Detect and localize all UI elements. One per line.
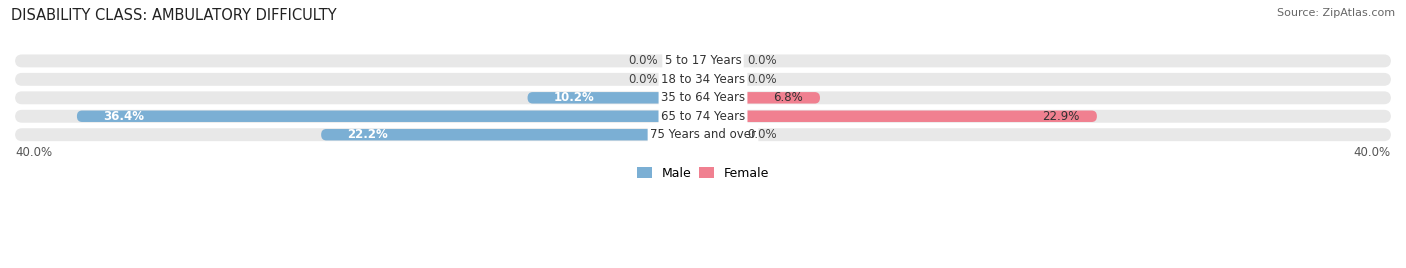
FancyBboxPatch shape	[15, 110, 1391, 123]
Text: 35 to 64 Years: 35 to 64 Years	[661, 91, 745, 104]
Text: 0.0%: 0.0%	[628, 54, 658, 68]
Text: 0.0%: 0.0%	[628, 73, 658, 86]
FancyBboxPatch shape	[77, 110, 703, 122]
Text: 6.8%: 6.8%	[773, 91, 803, 104]
FancyBboxPatch shape	[703, 110, 1097, 122]
Text: Source: ZipAtlas.com: Source: ZipAtlas.com	[1277, 8, 1395, 18]
FancyBboxPatch shape	[672, 55, 703, 67]
Legend: Male, Female: Male, Female	[637, 167, 769, 180]
Text: 65 to 74 Years: 65 to 74 Years	[661, 110, 745, 123]
FancyBboxPatch shape	[703, 129, 734, 140]
FancyBboxPatch shape	[527, 92, 703, 103]
Text: 5 to 17 Years: 5 to 17 Years	[665, 54, 741, 68]
Text: 75 Years and over: 75 Years and over	[650, 128, 756, 141]
Text: 0.0%: 0.0%	[748, 128, 778, 141]
FancyBboxPatch shape	[15, 54, 1391, 67]
FancyBboxPatch shape	[703, 74, 734, 85]
FancyBboxPatch shape	[321, 129, 703, 140]
FancyBboxPatch shape	[703, 55, 734, 67]
Text: 0.0%: 0.0%	[748, 54, 778, 68]
Text: 10.2%: 10.2%	[554, 91, 595, 104]
Text: 22.9%: 22.9%	[1042, 110, 1080, 123]
FancyBboxPatch shape	[672, 74, 703, 85]
Text: 22.2%: 22.2%	[347, 128, 388, 141]
Text: 40.0%: 40.0%	[1354, 146, 1391, 159]
FancyBboxPatch shape	[703, 92, 820, 103]
Text: 18 to 34 Years: 18 to 34 Years	[661, 73, 745, 86]
FancyBboxPatch shape	[15, 128, 1391, 141]
FancyBboxPatch shape	[15, 73, 1391, 86]
Text: 36.4%: 36.4%	[103, 110, 143, 123]
Text: DISABILITY CLASS: AMBULATORY DIFFICULTY: DISABILITY CLASS: AMBULATORY DIFFICULTY	[11, 8, 337, 23]
FancyBboxPatch shape	[15, 91, 1391, 104]
Text: 40.0%: 40.0%	[15, 146, 52, 159]
Text: 0.0%: 0.0%	[748, 73, 778, 86]
